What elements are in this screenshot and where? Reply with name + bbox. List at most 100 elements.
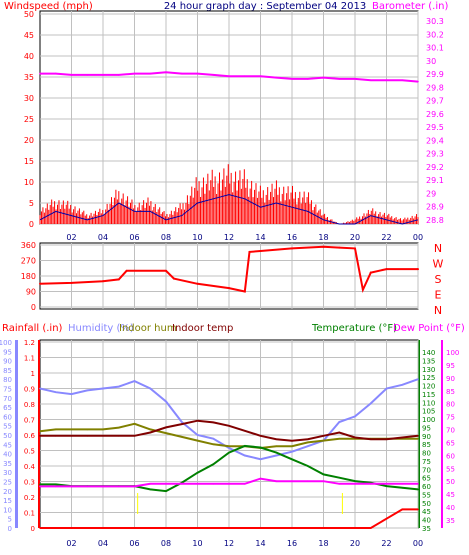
x-tick-label: 06 xyxy=(129,539,139,548)
x-tick-label: 18 xyxy=(318,233,328,242)
wind-direction-point xyxy=(354,247,356,250)
rain-tick-label: 1.2 xyxy=(24,339,35,347)
wind-direction-point xyxy=(172,277,175,280)
wind-direction-point xyxy=(70,281,73,284)
humidity-tick-label: 30 xyxy=(3,469,12,477)
humidity-point xyxy=(369,402,372,405)
dew-point-tick-label: 65 xyxy=(446,439,455,447)
temperature-tick-label: 135 xyxy=(422,357,435,365)
dew-point-point xyxy=(369,483,372,485)
indoor-temp-point xyxy=(70,435,73,437)
indoor-temp-point xyxy=(338,431,341,434)
indoor-hum-point xyxy=(54,428,57,431)
wind-direction-point xyxy=(243,290,246,293)
barometer-tick-label: 30.1 xyxy=(426,44,444,53)
dew-point-tick-label: 60 xyxy=(446,452,455,460)
temp-axis-bar xyxy=(418,340,420,528)
temperature-point xyxy=(243,445,246,447)
x-tick-label: 08 xyxy=(161,233,171,242)
temperature-tick-label: 140 xyxy=(422,349,435,357)
humidity-point xyxy=(180,421,183,423)
temperature-tick-label: 95 xyxy=(422,424,431,432)
humidity-point xyxy=(86,389,89,392)
average-wind-line xyxy=(39,194,419,225)
temperature-tick-label: 70 xyxy=(422,466,431,474)
rainfall-point xyxy=(259,527,262,529)
direction-tick-label: 270 xyxy=(21,257,36,266)
indoor-hum-point xyxy=(180,436,183,438)
humidity-tick-label: 15 xyxy=(3,497,12,505)
dew-point-point xyxy=(180,483,183,485)
dew-point-point xyxy=(354,483,356,485)
wind-direction-point xyxy=(338,246,341,249)
temperature-point xyxy=(275,451,278,454)
windspeed-tick-label: 0 xyxy=(29,220,34,229)
rainfall-point xyxy=(275,527,278,529)
barometer-point xyxy=(133,72,136,75)
windspeed-tick-label: 15 xyxy=(24,157,34,166)
indoor-hum-point xyxy=(228,445,230,447)
x-tick-label: 02 xyxy=(66,233,76,242)
temperature-tick-label: 65 xyxy=(422,475,431,483)
indoor-temp-point xyxy=(165,426,167,429)
rainfall-point xyxy=(212,527,215,529)
humidity-point xyxy=(243,454,246,457)
humidity-point xyxy=(385,387,388,390)
temperature-tick-label: 55 xyxy=(422,491,431,499)
rain-tick-label: 1.1 xyxy=(24,355,35,363)
humidity-tick-label: 75 xyxy=(3,386,12,394)
temperature-point xyxy=(401,486,404,489)
windspeed-tick-label: 35 xyxy=(24,73,34,82)
barometer-tick-label: 30.3 xyxy=(426,17,444,26)
rain-tick-label: 0.7 xyxy=(24,417,35,425)
barometer-point xyxy=(275,76,278,79)
temperature-point xyxy=(354,480,356,482)
dew-point-tick-label: 70 xyxy=(446,427,455,435)
humidity-tick-label: 85 xyxy=(3,367,12,375)
dew-point-point xyxy=(385,483,388,485)
dew-point-point xyxy=(39,485,41,488)
temperature-tick-label: 40 xyxy=(422,517,431,525)
humidity-tick-label: 10 xyxy=(3,506,12,514)
humidity-tick-label: 35 xyxy=(3,460,12,468)
barometer-tick-label: 29.9 xyxy=(426,70,444,79)
barometer-tick-label: 28.8 xyxy=(426,216,444,225)
humidity-point xyxy=(117,385,120,388)
direction-tick-label: 180 xyxy=(21,272,36,281)
barometer-point xyxy=(165,71,167,74)
direction-tick-label: 360 xyxy=(21,241,36,250)
dew-point-tick-label: 35 xyxy=(446,517,455,525)
humidity-point xyxy=(306,445,309,447)
temperature-point xyxy=(338,476,341,479)
humidity-tick-label: 90 xyxy=(3,358,12,366)
dew-point-point xyxy=(117,485,120,488)
direction-tick-label: 0 xyxy=(31,303,36,312)
wind-direction-point xyxy=(322,245,325,248)
humidity-point xyxy=(102,387,104,390)
x-tick-label: 06 xyxy=(129,233,139,242)
barometer-axis-title: Barometer (.in) xyxy=(372,1,448,12)
humidity-point xyxy=(133,380,136,382)
humidity-tick-label: 25 xyxy=(3,479,12,487)
rainfall-point xyxy=(102,527,104,529)
x-tick-label: 04 xyxy=(98,233,108,242)
indoor-hum-point xyxy=(417,437,419,440)
humidity-point xyxy=(275,454,278,457)
x-tick-label: 04 xyxy=(98,539,108,548)
indoor-hum-point xyxy=(39,430,41,433)
indoor-temp-point xyxy=(228,424,230,427)
humidity-point xyxy=(259,458,262,460)
humidity-point xyxy=(338,421,341,423)
direction-letter: N xyxy=(434,242,442,255)
humidity-point xyxy=(70,393,73,395)
x-tick-label: 16 xyxy=(287,233,297,242)
indoor-temp-point xyxy=(39,435,41,437)
wind-direction-point xyxy=(291,247,293,250)
barometer-point xyxy=(39,72,41,75)
barometer-point xyxy=(212,74,215,76)
indoor-hum-point xyxy=(117,426,120,429)
temperature-point xyxy=(322,473,325,476)
dew-point-point xyxy=(133,485,136,488)
temperature-point xyxy=(259,446,262,449)
barometer-tick-label: 29.4 xyxy=(426,136,444,145)
